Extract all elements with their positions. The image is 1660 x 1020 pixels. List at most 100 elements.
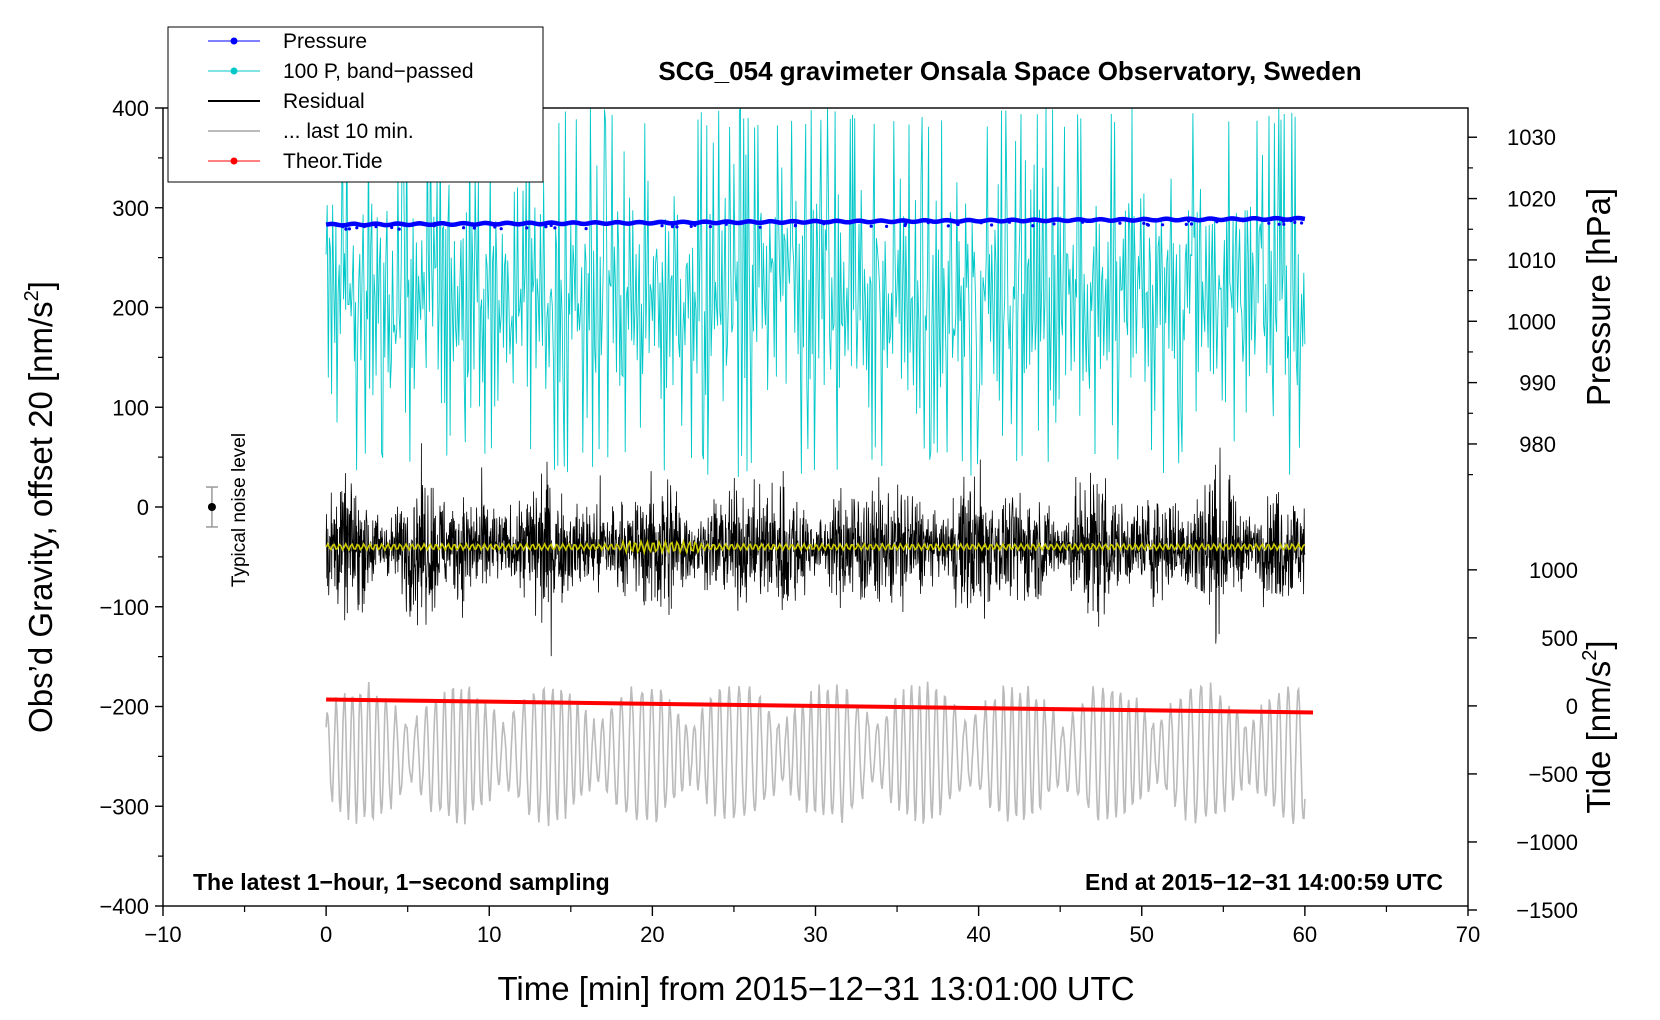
pressure-point — [670, 225, 675, 229]
legend-entry: ... last 10 min. — [208, 120, 414, 143]
y-tick-label: 200 — [112, 296, 149, 321]
y-axis-label-tide-main: Tide [nm/s — [1580, 661, 1617, 814]
pressure-point — [1300, 221, 1304, 225]
pressure-point — [885, 224, 889, 228]
pressure-point — [1118, 221, 1122, 225]
x-tick-label: 0 — [320, 922, 332, 947]
pressure-point — [956, 222, 960, 227]
x-tick-label: 30 — [803, 922, 827, 947]
legend-box — [167, 26, 544, 183]
legend-label: Pressure — [283, 30, 367, 53]
pressure-point — [1142, 221, 1146, 225]
tide-tick-label: −1500 — [1516, 898, 1578, 923]
noise-bar — [205, 486, 218, 528]
legend-swatch-marker — [230, 37, 238, 45]
pressure-point — [584, 227, 588, 231]
pressure-point — [462, 226, 466, 230]
y-tick-label: −400 — [99, 894, 149, 919]
pressure-point — [355, 226, 359, 230]
pressure-point — [1293, 220, 1297, 224]
legend-entry: Residual — [208, 90, 365, 113]
pressure-point — [1184, 222, 1188, 226]
legend-swatch-marker — [230, 157, 238, 165]
pressure-point — [660, 224, 664, 228]
noise-level-label: Typical noise level — [229, 433, 250, 587]
pressure-point — [758, 225, 762, 229]
legend-label: Theor.Tide — [283, 150, 383, 173]
series-bandpassed-line — [325, 108, 1306, 478]
pressure-point — [1080, 220, 1085, 224]
y-tick-label: −200 — [99, 695, 149, 720]
pressure-tick-label: 990 — [1519, 371, 1556, 396]
legend-label: 100 P, band−passed — [283, 60, 474, 83]
pressure-point — [362, 224, 366, 229]
pressure-point — [990, 223, 994, 227]
pressure-tick-label: 1030 — [1507, 125, 1556, 150]
legend-label: ... last 10 min. — [283, 120, 414, 143]
pressure-point — [553, 226, 557, 230]
pressure-point — [979, 221, 983, 225]
x-tick-label: −10 — [144, 922, 181, 947]
y-tick-label: 0 — [137, 495, 149, 520]
y-axis-label-tide: Tide [nm/s2] — [1579, 640, 1617, 813]
tide-tick-label: 500 — [1541, 626, 1578, 651]
tide-tick-label: 0 — [1566, 694, 1578, 719]
series-last-10-min-line — [325, 681, 1306, 827]
pressure-point — [341, 225, 345, 229]
pressure-point — [544, 225, 548, 229]
pressure-point — [472, 226, 476, 230]
series-residual-line — [325, 443, 1306, 657]
pressure-point — [1289, 219, 1293, 223]
x-tick-label: 60 — [1293, 922, 1317, 947]
pressure-point — [432, 224, 436, 228]
pressure-tick-label: 1010 — [1507, 248, 1556, 273]
y-tick-label: 300 — [112, 196, 149, 221]
pressure-tick-label: 1000 — [1507, 309, 1556, 334]
pressure-point — [347, 227, 351, 231]
tide-tick-label: −500 — [1528, 762, 1578, 787]
x-tick-label: 50 — [1130, 922, 1154, 947]
y-axis-label-tide-close: ] — [1580, 640, 1617, 649]
y-tick-label: −300 — [99, 794, 149, 819]
chart-title: SCG_054 gravimeter Onsala Space Observat… — [658, 56, 1361, 86]
pressure-point — [1187, 219, 1191, 223]
pressure-point — [822, 222, 826, 226]
y-axis-label-pressure: Pressure [hPa] — [1580, 188, 1617, 406]
legend: Pressure 100 P, band−passed Residual ... la… — [167, 26, 544, 183]
pressure-point — [525, 226, 529, 230]
y-tick-label: 400 — [112, 96, 149, 121]
pressure-point — [693, 223, 697, 227]
annotation-sampling: The latest 1−hour, 1−second sampling — [193, 869, 610, 895]
annotation-end-time: End at 2015−12−31 14:00:59 UTC — [1085, 869, 1443, 895]
y-tick-label: −100 — [99, 595, 149, 620]
axes-layer: −10 0 10 20 30 40 50 60 704003002001000−100−200−… — [99, 96, 1578, 947]
legend-swatch-marker — [230, 67, 238, 75]
series-layer — [325, 108, 1314, 827]
x-tick-label: 70 — [1456, 922, 1480, 947]
pressure-point — [926, 221, 930, 225]
legend-entry: 100 P, band−passed — [208, 60, 474, 83]
x-tick-label: 40 — [966, 922, 990, 947]
series-smoothed-residual-line — [325, 538, 1306, 556]
legend-label: Residual — [283, 90, 365, 113]
tide-tick-label: −1000 — [1516, 830, 1578, 855]
pressure-point — [1281, 219, 1285, 223]
pressure-point — [1007, 220, 1012, 224]
pressure-point — [708, 225, 713, 229]
pressure-point — [1277, 222, 1281, 226]
x-axis-label: Time [min] from 2015−12−31 13:01:00 UTC — [497, 970, 1134, 1007]
pressure-point — [1161, 223, 1165, 227]
pressure-point — [1189, 222, 1194, 226]
pressure-point — [390, 225, 394, 230]
series-theor-tide-line — [326, 697, 1314, 715]
tide-tick-label: 1000 — [1529, 558, 1578, 583]
pressure-point — [499, 227, 503, 231]
y-axis-label-left: Obs’d Gravity, offset 20 [nm/s2] — [21, 281, 59, 733]
pressure-point — [1052, 222, 1056, 226]
y-axis-label-left-close: ] — [22, 281, 59, 290]
series-pressure-line — [325, 215, 1306, 228]
pressure-point — [1282, 222, 1286, 226]
pressure-point — [869, 224, 873, 228]
legend-entry: Theor.Tide — [208, 150, 383, 173]
